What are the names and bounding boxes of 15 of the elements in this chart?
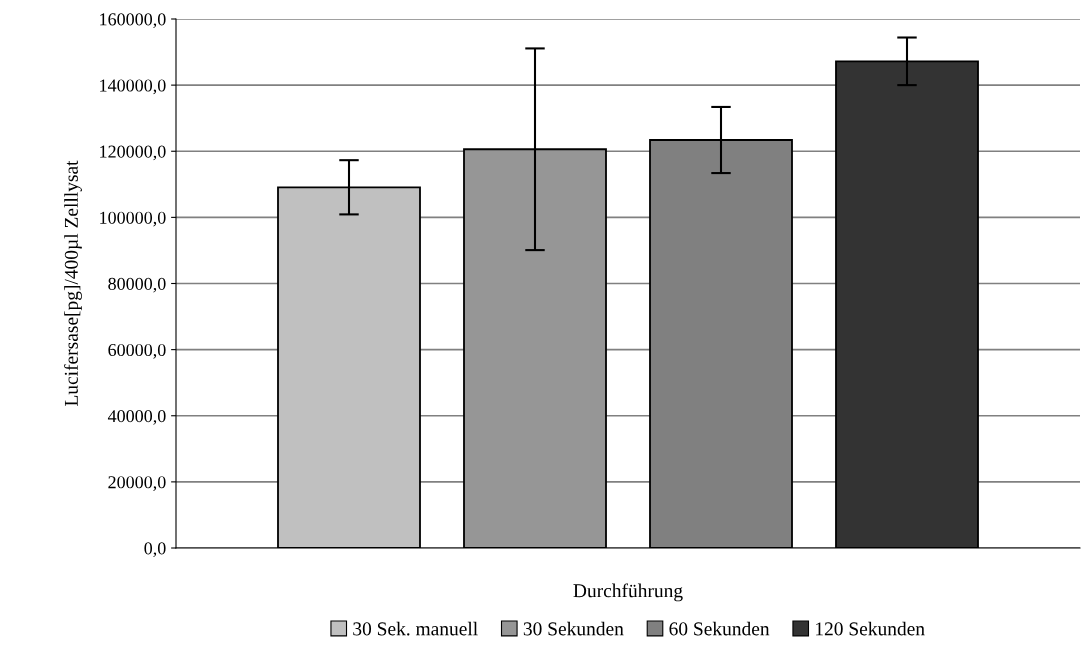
y-tick-label: 80000,0 xyxy=(108,277,166,293)
y-tick-label: 60000,0 xyxy=(108,343,166,359)
y-tick-label: 0,0 xyxy=(144,542,166,558)
legend-label: 60 Sekunden xyxy=(669,621,770,636)
y-tick-label: 100000,0 xyxy=(100,211,166,227)
x-axis-title: Durchführung xyxy=(573,583,683,602)
y-tick-label: 20000,0 xyxy=(108,476,166,491)
legend-label: 120 Sekunden xyxy=(816,621,925,636)
y-tick-label: 40000,0 xyxy=(107,410,166,425)
y-axis-title: Lucifersase[pg]/400µl Zelllysat xyxy=(64,160,82,406)
y-tick-label: 160000,0 xyxy=(100,13,166,29)
legend-label: 30 Sekunden xyxy=(523,621,624,636)
legend-label: 30 Sek. manuell xyxy=(353,621,478,636)
y-tick-label: 120000,0 xyxy=(100,145,166,161)
y-tick-label: 140000,0 xyxy=(100,79,166,95)
